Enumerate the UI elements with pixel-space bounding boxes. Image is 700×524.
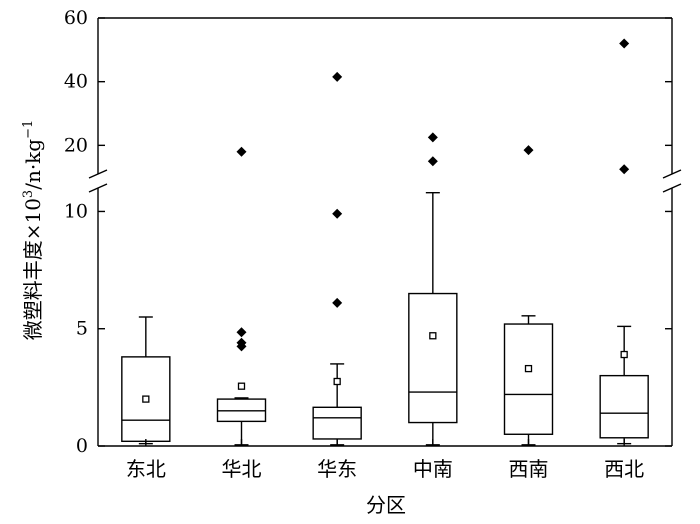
outlier-point [427,156,438,167]
x-tick-label: 东北 [126,457,166,481]
y-tick-label: 10 [64,200,88,222]
x-tick-label: 华东 [317,457,357,481]
outlier-point [332,208,343,219]
y-axis-title-main: 微塑料丰度×10 [21,198,45,340]
axis-break-mark-left-lower [88,183,108,193]
axes: 0 5 10 20 40 60 东北 华北 华东 中南 西南 西北 [64,7,682,481]
y-tick-label: 60 [64,7,88,29]
box-5 [503,145,554,446]
mean-marker [333,377,341,386]
mean-marker [142,395,150,403]
outlier-point [236,327,247,338]
x-tick-label: 中南 [413,457,453,481]
outlier-point [332,71,343,82]
mean-marker [620,350,628,359]
box-3 [312,71,362,446]
box-6 [599,38,649,445]
box-2 [216,146,267,446]
y-tick-label: 20 [64,134,88,156]
mean-marker [524,364,533,373]
x-tick-label: 西北 [604,457,644,481]
y-tick-label: 0 [76,435,88,457]
y-tick-label: 5 [76,318,88,340]
y-axis-title-exp: 3 [21,190,36,198]
outlier-point [236,337,247,348]
x-tick-label: 西南 [509,457,549,481]
box-iqr [599,374,649,439]
box-series [121,38,649,446]
box-iqr [408,292,458,424]
outlier-point [523,145,534,156]
outlier-point [332,297,343,308]
box-iqr [503,323,554,435]
axis-break-mark-right-upper [662,169,682,179]
box-iqr [312,406,362,440]
x-axis-title: 分区 [366,493,406,517]
axis-break-mark-left-upper [88,169,108,179]
y-axis-title: 微塑料丰度×103/n·kg−1 [21,120,45,341]
y-tick-label: 40 [64,71,88,93]
outlier-point [619,164,630,175]
axis-break-mark-right-lower [662,183,682,193]
y-axis-title-unit: /n·kg [21,139,45,190]
box-1 [121,316,171,445]
outlier-point [619,38,630,49]
mean-marker [429,332,437,340]
y-axis-title-unit-exp: −1 [21,120,36,139]
box-4 [408,132,458,446]
outlier-point [427,132,438,143]
outlier-point [236,146,247,157]
mean-marker [237,382,246,390]
x-tick-label: 华北 [222,457,262,481]
